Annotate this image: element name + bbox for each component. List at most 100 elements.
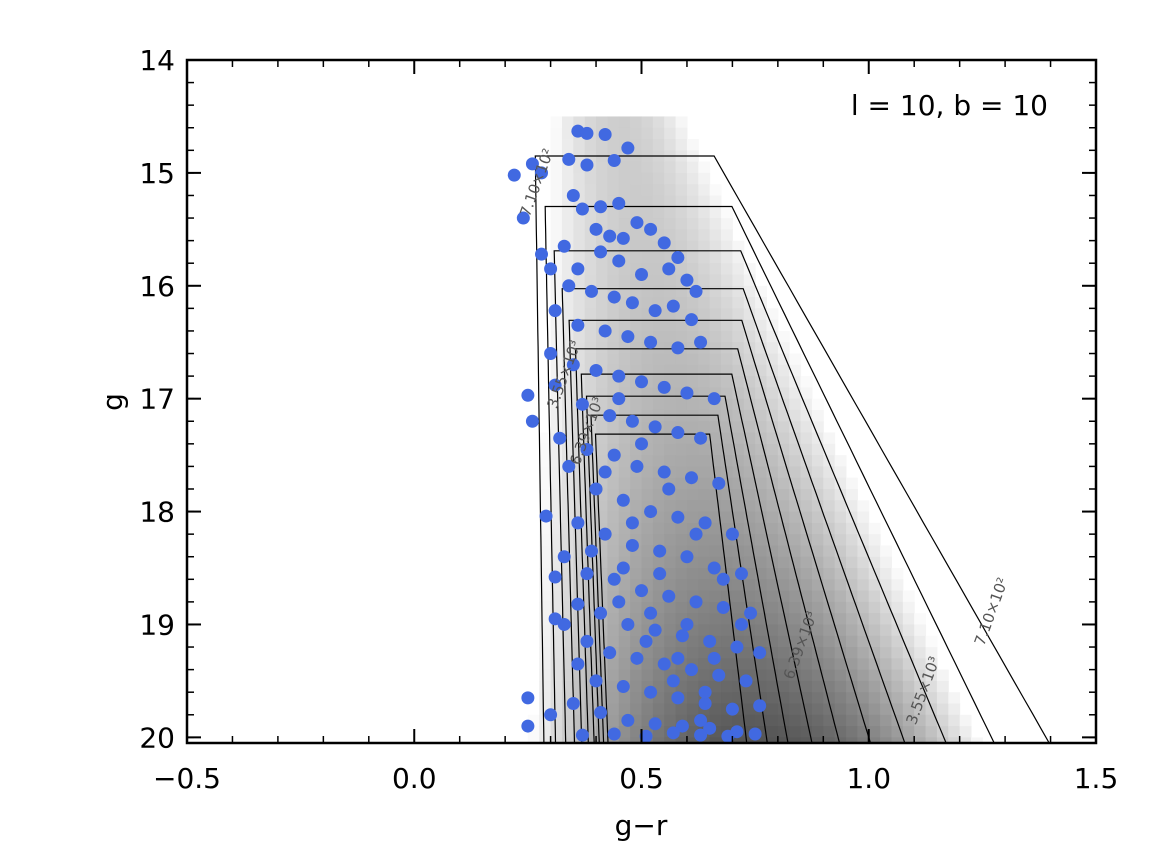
density-cell xyxy=(630,522,642,535)
density-cell xyxy=(664,206,677,219)
density-cell xyxy=(539,466,552,479)
density-cell xyxy=(743,409,756,422)
density-cell xyxy=(868,568,881,580)
density-cell xyxy=(641,161,654,174)
density-cell xyxy=(607,680,620,693)
density-cell xyxy=(607,308,620,321)
density-cell xyxy=(630,500,642,513)
density-cell xyxy=(857,680,870,693)
density-cell xyxy=(777,500,790,513)
density-cell xyxy=(618,737,631,743)
density-cell xyxy=(902,624,915,637)
density-cell xyxy=(698,488,711,501)
data-point xyxy=(712,668,726,682)
density-cell xyxy=(868,680,881,693)
density-cell xyxy=(925,714,938,727)
density-cell xyxy=(823,624,836,637)
density-cell xyxy=(766,590,779,603)
data-point xyxy=(675,719,689,733)
density-cell xyxy=(596,432,608,445)
density-cell xyxy=(596,263,608,275)
density-cell xyxy=(652,488,665,501)
density-cell xyxy=(652,172,665,185)
density-cell xyxy=(857,658,870,671)
density-cell xyxy=(607,601,620,614)
density-cell xyxy=(732,409,745,422)
density-cell xyxy=(914,714,927,727)
density-cell xyxy=(641,477,654,490)
density-cell xyxy=(607,398,620,411)
density-cell xyxy=(732,421,745,434)
density-cell xyxy=(584,579,597,592)
density-cell xyxy=(641,319,654,332)
data-point xyxy=(648,623,662,637)
data-point xyxy=(580,158,594,172)
density-cell xyxy=(709,522,722,535)
density-cell xyxy=(880,726,892,738)
density-cell xyxy=(721,387,733,400)
density-cell xyxy=(664,714,677,727)
density-cell xyxy=(675,409,688,422)
density-cell xyxy=(618,443,631,456)
density-cell xyxy=(664,534,677,546)
density-cell xyxy=(686,534,699,546)
density-cell xyxy=(709,624,722,637)
density-cell xyxy=(630,319,642,332)
data-point xyxy=(571,262,585,276)
data-point xyxy=(557,239,571,253)
density-cell xyxy=(743,624,756,637)
density-cell xyxy=(686,680,699,693)
density-cell xyxy=(664,443,677,456)
density-cell xyxy=(721,263,733,275)
density-cell xyxy=(686,240,699,253)
density-cell xyxy=(550,443,563,456)
density-cell xyxy=(641,127,654,140)
density-cell xyxy=(618,466,631,479)
density-cell xyxy=(561,534,574,546)
density-cell xyxy=(641,568,654,580)
density-cell xyxy=(925,635,938,648)
density-cell xyxy=(607,127,620,140)
data-point xyxy=(521,691,535,705)
density-cell xyxy=(789,737,802,743)
data-point xyxy=(698,516,712,530)
density-cell xyxy=(868,647,881,659)
density-cell xyxy=(834,522,847,535)
data-point xyxy=(644,685,658,699)
density-cell xyxy=(584,206,597,219)
data-point xyxy=(639,729,653,743)
density-cell xyxy=(561,432,574,445)
density-cell xyxy=(868,545,881,558)
density-cell xyxy=(539,680,552,693)
density-cell xyxy=(584,714,597,727)
density-cell xyxy=(766,624,779,637)
y-axis-title: g xyxy=(96,393,129,411)
density-cell xyxy=(811,556,824,569)
density-cell xyxy=(800,466,813,479)
density-cell xyxy=(652,387,665,400)
density-cell xyxy=(834,737,847,743)
density-cell xyxy=(686,409,699,422)
density-cell xyxy=(709,500,722,513)
density-cell xyxy=(766,568,779,580)
density-cell xyxy=(777,692,790,704)
density-cell xyxy=(607,624,620,637)
density-cell xyxy=(789,703,802,716)
density-cell xyxy=(789,477,802,490)
data-point xyxy=(648,717,662,731)
density-cell xyxy=(698,421,711,434)
data-point xyxy=(598,128,612,142)
density-cell xyxy=(732,737,745,743)
density-cell xyxy=(573,218,586,230)
density-cell xyxy=(811,737,824,743)
density-cell xyxy=(652,409,665,422)
density-cell xyxy=(732,477,745,490)
density-cell xyxy=(891,658,904,671)
density-cell xyxy=(766,488,779,501)
density-cell xyxy=(686,714,699,727)
density-cell xyxy=(652,680,665,693)
density-cell xyxy=(891,737,904,743)
density-cell xyxy=(857,545,870,558)
density-cell xyxy=(698,263,711,275)
x-tick-label: −0.5 xyxy=(153,762,221,795)
